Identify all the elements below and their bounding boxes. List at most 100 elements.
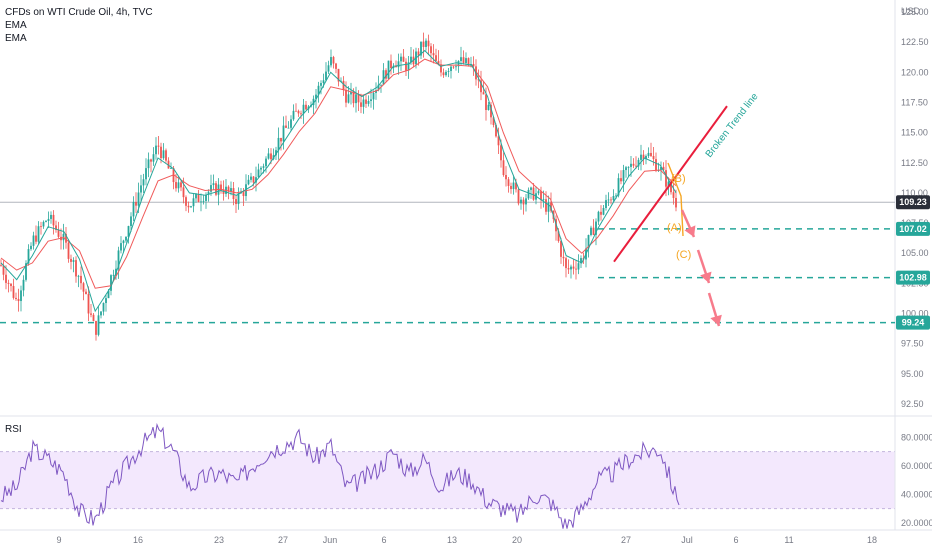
candle-body <box>517 189 520 204</box>
candle-body <box>130 216 132 227</box>
candle-body <box>180 182 182 188</box>
candle-body <box>355 94 357 104</box>
candle-body <box>465 58 467 64</box>
candle-body <box>605 200 607 209</box>
time-tick-label: 20 <box>512 535 522 545</box>
candle-body <box>222 190 225 194</box>
candle-body <box>345 89 347 103</box>
time-axis-ticks: 9 16 23 27 Jun 6 13 20 27 Jul 6 11 18 <box>56 535 877 545</box>
horizontal-levels <box>0 228 895 324</box>
price-badge <box>896 221 930 236</box>
rsi-tick-label: 60.0000 <box>901 461 932 471</box>
candle-body <box>150 159 152 162</box>
candle-body <box>575 268 577 270</box>
candle-body <box>200 201 202 203</box>
price-badge-label: 99.24 <box>902 318 925 328</box>
candle-body <box>675 197 677 208</box>
candle-body <box>30 245 32 250</box>
candle-body <box>265 158 267 167</box>
candle-body <box>197 194 200 202</box>
candle-body <box>25 263 27 280</box>
candle-body <box>125 236 127 241</box>
candle-body <box>195 194 197 199</box>
time-tick-label: 9 <box>56 535 61 545</box>
price-badge <box>896 315 930 330</box>
candle-body <box>480 80 482 93</box>
candle-body <box>632 163 635 166</box>
candle-body <box>280 137 282 142</box>
legend-ema-1[interactable]: EMA <box>5 20 27 31</box>
candle-body <box>162 150 165 159</box>
candle-body <box>90 313 92 315</box>
candle-body <box>590 227 592 236</box>
candle-body <box>375 90 377 93</box>
candle-body <box>350 91 352 95</box>
candle-body <box>655 159 657 171</box>
candle-body <box>37 226 40 242</box>
symbol-title[interactable]: CFDs on WTI Crude Oil, 4h, TVC <box>5 7 153 18</box>
currency-label: USD <box>901 6 921 16</box>
candle-body <box>477 79 480 81</box>
time-tick-label: Jul <box>681 535 693 545</box>
candle-body <box>57 229 60 237</box>
price-tick-label: 112.50 <box>901 158 928 168</box>
candle-body <box>560 241 562 257</box>
candle-body <box>182 187 185 198</box>
candle-body <box>80 275 82 284</box>
rsi-label[interactable]: RSI <box>5 424 22 435</box>
candle-body <box>565 258 567 269</box>
ema-fast-line <box>0 49 677 313</box>
candle-body <box>65 233 67 243</box>
candle-body <box>505 175 507 180</box>
rsi-axis-ticks: 20.0000 40.0000 60.0000 80.0000 <box>901 432 932 528</box>
candle-body <box>512 182 515 190</box>
price-tick-label: 125.00 <box>901 7 929 17</box>
legend-ema-2[interactable]: EMA <box>5 33 27 44</box>
candle-body <box>437 60 440 65</box>
candle-body <box>205 194 207 201</box>
candle-body <box>607 199 610 201</box>
candle-body <box>360 102 362 107</box>
candle-body <box>510 185 512 190</box>
candle-body <box>427 40 430 47</box>
candle-body <box>232 188 235 200</box>
rsi-tick-label: 40.0000 <box>901 489 932 499</box>
candle-body <box>5 274 7 283</box>
price-badge <box>896 270 930 285</box>
candle-body <box>140 185 142 193</box>
candle-body <box>662 166 665 171</box>
candle-body <box>462 57 465 64</box>
candle-body <box>190 206 192 208</box>
candle-body <box>572 266 575 269</box>
candle-body <box>135 201 137 206</box>
candle-body <box>185 197 187 206</box>
candle-body <box>352 91 355 104</box>
candle-body <box>652 156 655 160</box>
candle-body <box>160 146 162 159</box>
candle-body <box>215 183 217 195</box>
candle-body <box>615 195 617 197</box>
candle-body <box>527 189 530 199</box>
candle-body <box>285 125 287 128</box>
candle-body <box>457 61 460 67</box>
candle-body <box>32 235 35 246</box>
price-tick-label: 122.50 <box>901 37 929 47</box>
candle-body <box>472 63 475 67</box>
candle-body <box>40 226 42 228</box>
candle-body <box>95 320 97 335</box>
candle-body <box>122 240 125 244</box>
candle-body <box>300 113 302 115</box>
candle-body <box>620 178 622 182</box>
time-tick-label: 6 <box>733 535 738 545</box>
price-tick-label: 92.50 <box>901 399 924 409</box>
time-tick-label: 13 <box>447 535 457 545</box>
candle-body <box>22 279 25 291</box>
candle-body <box>15 297 17 299</box>
candle-body <box>77 275 80 277</box>
candle-body <box>357 94 360 103</box>
candle-body <box>407 62 410 71</box>
price-badge-label: 109.23 <box>899 197 927 207</box>
candle-body <box>132 201 135 217</box>
price-tick-label: 95.00 <box>901 369 924 379</box>
